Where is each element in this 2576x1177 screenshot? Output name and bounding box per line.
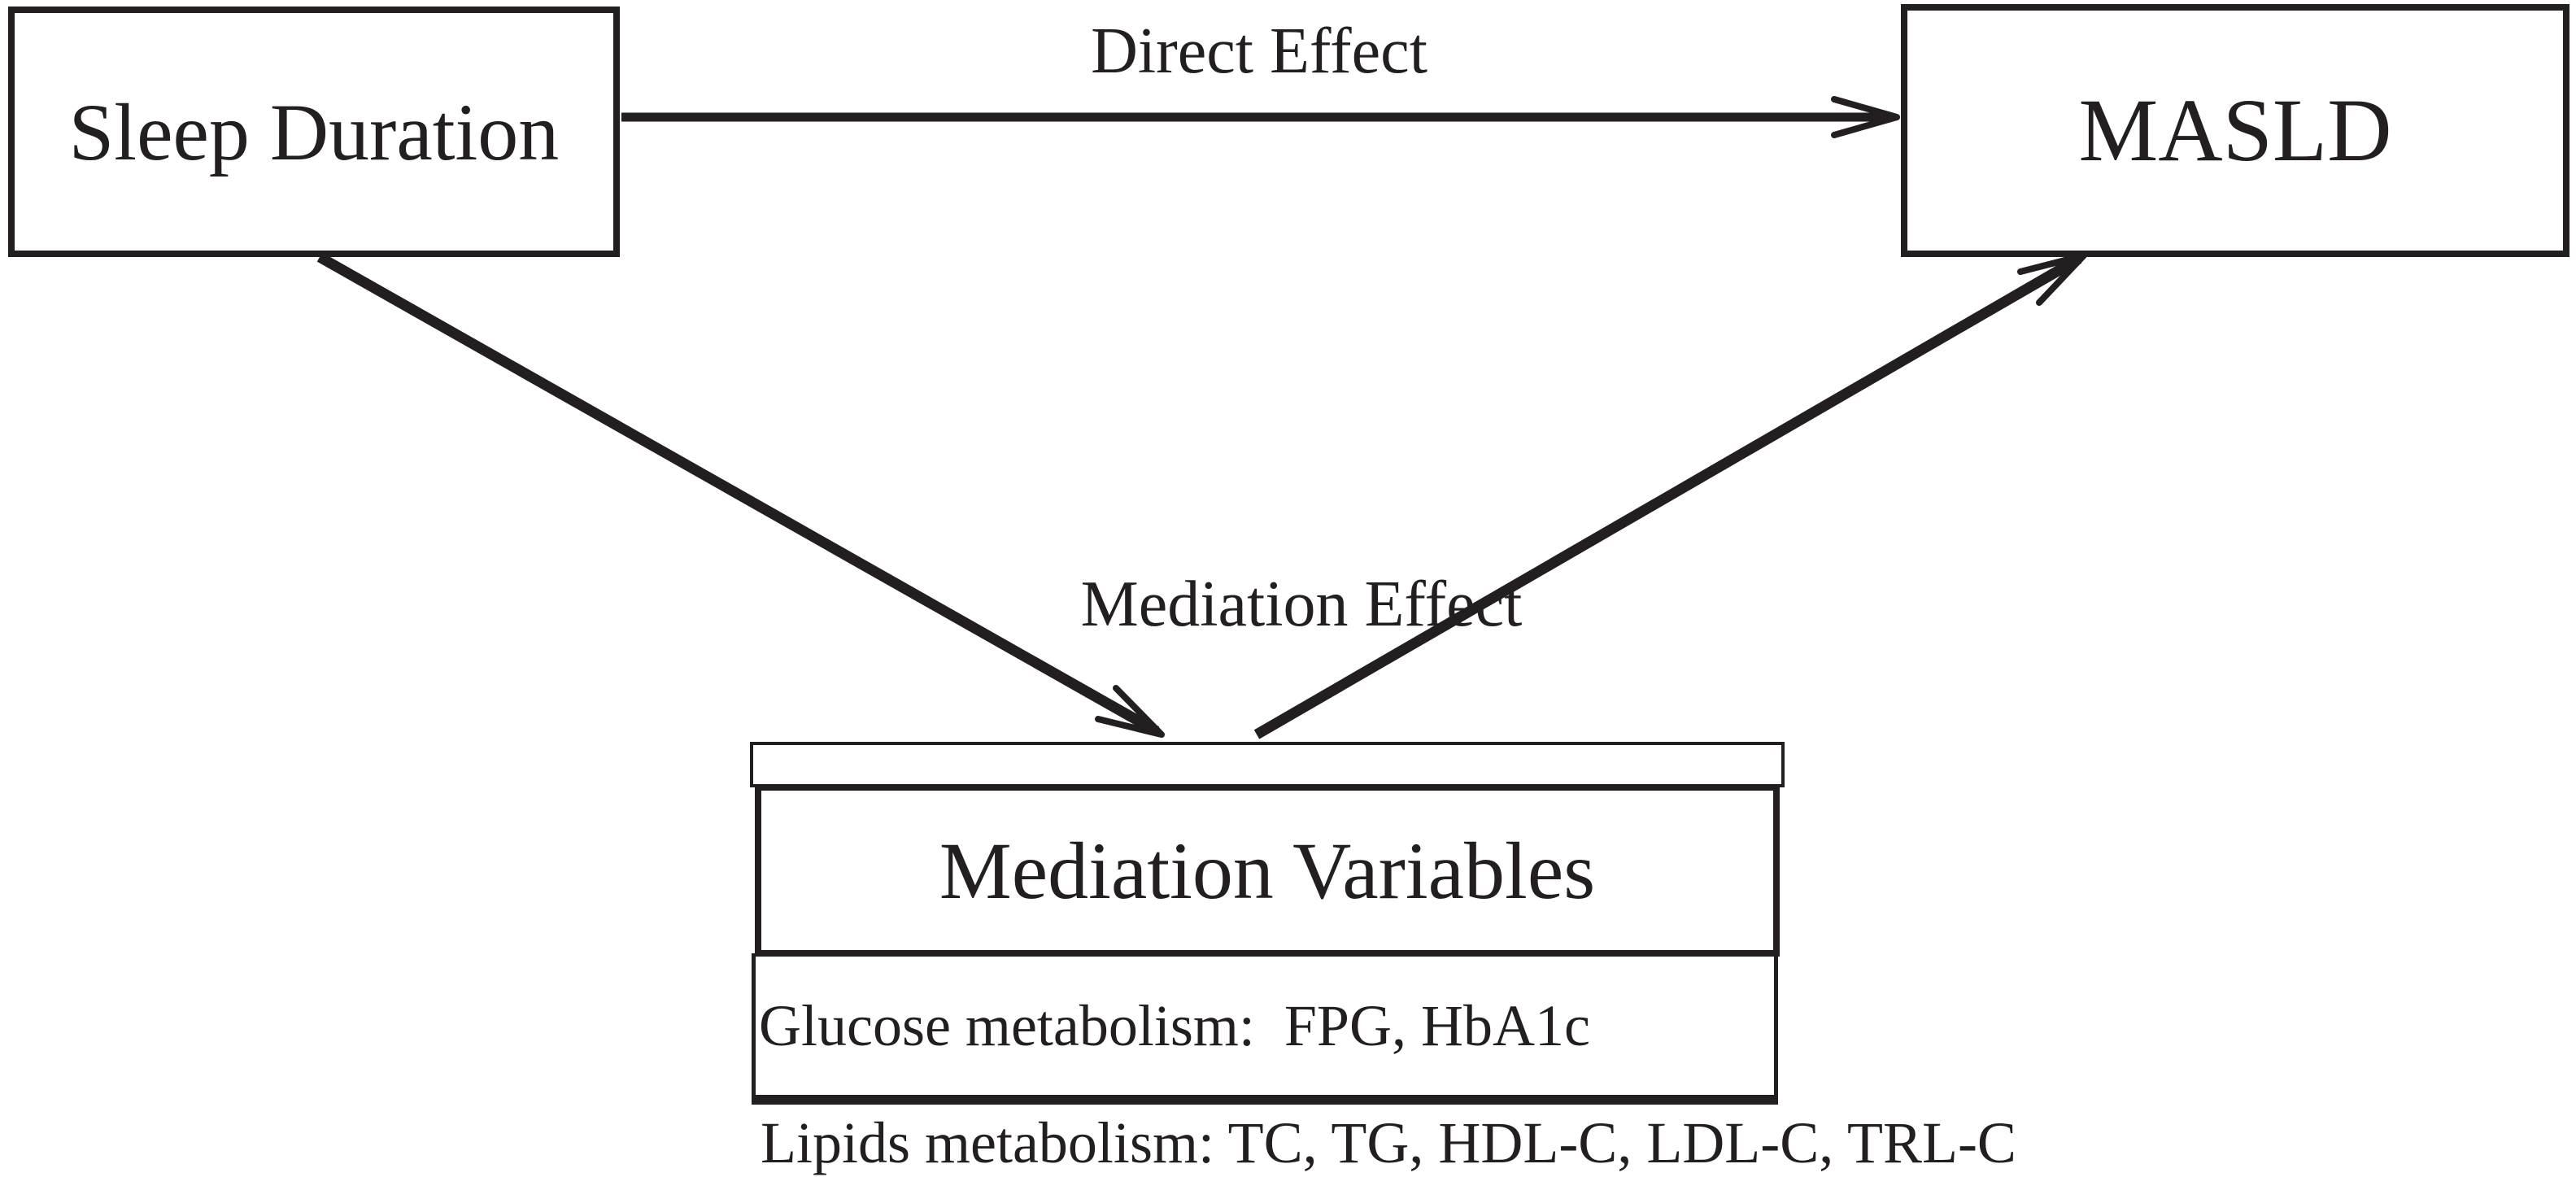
- mediation-effect-label: Mediation Effect: [1080, 569, 1523, 640]
- lipids-metabolism-text: Lipids metabolism: TC, TG, HDL-C, LDL-C,…: [761, 1110, 2016, 1175]
- direct-effect-label: Direct Effect: [1091, 15, 1427, 87]
- glucose-metabolism-row: Glucose metabolism: FPG, HbA1c: [752, 953, 1778, 1105]
- mediator-top-strip: [750, 742, 1785, 787]
- masld-node: MASLD: [1901, 4, 2569, 257]
- sleep-duration-node: Sleep Duration: [8, 7, 620, 257]
- glucose-metabolism-text: Glucose metabolism: FPG, HbA1c: [759, 992, 1590, 1058]
- mediator-to-masld-arrow: [1253, 252, 2087, 739]
- sleep-to-mediator-arrow: [316, 252, 1165, 738]
- mediation-variables-box: Mediation Variables: [755, 784, 1780, 957]
- direct-effect-arrow: [621, 96, 1900, 138]
- masld-label: MASLD: [2078, 81, 2392, 180]
- sleep-duration-label: Sleep Duration: [68, 86, 560, 177]
- mediation-variables-title: Mediation Variables: [939, 825, 1596, 916]
